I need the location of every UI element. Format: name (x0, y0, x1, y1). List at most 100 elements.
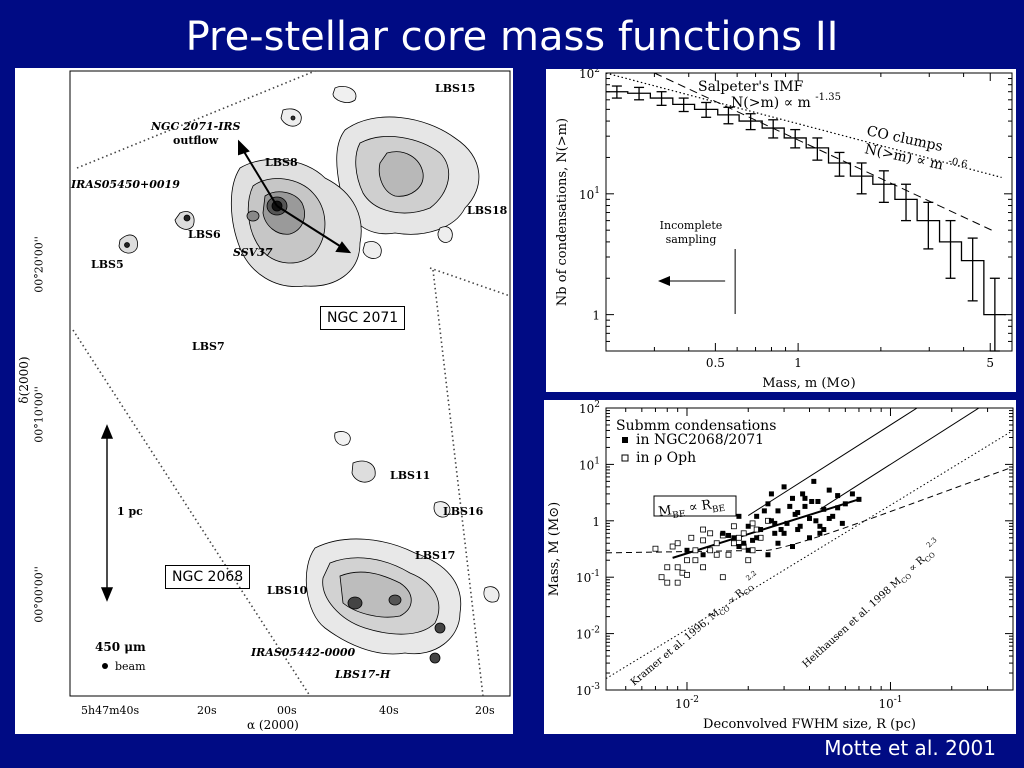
ngc2068-2071-point (789, 495, 795, 501)
rho-oph-point (688, 534, 695, 541)
rho-oph-point (674, 579, 681, 586)
ngc2068-2071-point (842, 501, 848, 507)
rho-oph-point (674, 540, 681, 547)
annotation-iras05450: IRAS05450+0019 (71, 178, 180, 191)
annotation-ngc2071-irs: NGC 2071-IRS (151, 120, 241, 133)
bonnor-ebert-fit-line (672, 498, 860, 559)
rho-oph-point (692, 547, 699, 554)
ngc2068-2071-point (787, 503, 793, 509)
ngc2068-2071-point (800, 491, 806, 497)
mr-y-tick-label-3: 10-1 (576, 569, 600, 585)
ngc2068-2071-point (758, 527, 764, 533)
ra-tick-0: 5h47m40s (81, 704, 140, 717)
dec-axis-label: δ(2000) (17, 356, 31, 404)
legend-title: Submm condensations (616, 418, 776, 434)
coverage-boundary-east (429, 267, 511, 297)
mr-y-tick-label-1: 101 (579, 456, 600, 472)
annotation-ssv37: SSV37 (233, 246, 273, 259)
coverage-boundary-southwest (72, 329, 311, 697)
rho-oph-point (707, 547, 714, 554)
mr-x-tick-label-1: 10-1 (878, 695, 902, 711)
ra-tick-3: 40s (379, 704, 399, 717)
ngc2068-2071-point (809, 498, 815, 504)
imf-x-axis-label: Mass, m (M⊙) (762, 376, 855, 391)
ngc2068-2071-point (826, 487, 832, 493)
mr-x-tick-label-0: 10-2 (675, 695, 699, 711)
imf-x-tick-label-2: 5 (986, 356, 994, 370)
rho-oph-point (725, 551, 732, 558)
outflow-arrows (238, 139, 352, 254)
imf-y-tick-label-2: 1 (592, 309, 600, 323)
incomplete-arrow-head (658, 276, 670, 286)
rho-oph-point (740, 530, 747, 537)
ngc2068-2071-point (792, 511, 798, 517)
ra-axis-label: α (2000) (247, 718, 299, 732)
legend-label-rho-oph: in ρ Oph (636, 450, 696, 466)
rho-oph-point (684, 557, 690, 564)
rho-oph-point (700, 564, 706, 571)
ra-tick-1: 20s (197, 704, 217, 717)
ngc2068-2071-point (781, 530, 787, 536)
ngc2068-2071-point (835, 505, 841, 511)
imf-chart-svg: 0.5 1 5 102 101 1 Mass, m (M⊙) Nb of condensati… (555, 69, 1013, 391)
heithausen-relation-label: Heithausen et al. 1998 MCO ∝ RCO2.3 (797, 536, 945, 672)
ngc2068-2071-point (775, 540, 781, 546)
ngc2068-2071-point (826, 515, 832, 521)
rho-oph-point (692, 557, 699, 564)
mr-x-axis-label: Deconvolved FWHM size, R (pc) (703, 717, 916, 732)
beam-label: beam (115, 660, 146, 673)
ngc2068-emission-contours (305, 431, 500, 664)
rho-oph-point (684, 571, 690, 578)
salpeter-formula: N(>m) ∝ m -1.35 (731, 92, 841, 111)
dust-continuum-map (69, 70, 511, 697)
ngc2068-2071-point (750, 537, 756, 543)
ngc2068-2071-point (811, 478, 817, 484)
dec-tick-2: 00°00'00'' (32, 566, 46, 623)
ngc2068-2071-point (821, 506, 827, 512)
mr-y-tick-label-2: 1 (592, 515, 600, 529)
ngc2068-2071-point (789, 544, 795, 550)
rho-oph-point (664, 579, 671, 586)
source-label-lbs5: LBS5 (91, 258, 124, 271)
source-label-lbs8: LBS8 (265, 156, 298, 169)
ngc2068-2071-point (849, 491, 855, 497)
rho-oph-point (713, 551, 720, 558)
annotation-outflow: outflow (173, 134, 219, 147)
imf-x-tick-label-0: 0.5 (706, 356, 725, 370)
salpeter-label: Salpeter's IMF (698, 79, 804, 95)
source-label-lbs6: LBS6 (188, 228, 221, 241)
rho-oph-point (730, 540, 737, 547)
rho-oph-point (700, 537, 706, 544)
ngc2068-2071-point (726, 532, 732, 538)
ngc2071-emission-contours (118, 85, 480, 287)
ngc2068-2071-point (736, 544, 742, 550)
ngc2068-2071-point (745, 547, 751, 553)
ngc2068-2071-point (754, 535, 760, 541)
mr-y-tick-label-0: 102 (579, 400, 600, 416)
imf-y-tick-label-1: 101 (579, 186, 600, 202)
rho-oph-point (749, 520, 756, 527)
ngc2068-2071-point (765, 552, 771, 558)
mr-lines-group (606, 408, 1013, 680)
mbe-box (653, 495, 737, 517)
beam-marker (102, 663, 108, 669)
ngc2068-2071-point (817, 530, 823, 536)
ngc2068-2071-point (754, 513, 760, 519)
ngc2068-2071-point (700, 552, 706, 558)
ngc2068-2071-point (768, 491, 774, 497)
rho-oph-point (669, 543, 676, 550)
rho-oph-point (713, 540, 720, 547)
ngc2068-2071-point (745, 523, 751, 529)
incomplete-label: Incomplete (660, 219, 723, 232)
rho-oph-point (664, 564, 671, 571)
imf-y-tick-label-0: 102 (579, 69, 600, 81)
imf-y-axis-label: Nb of condensations, N(>m) (555, 118, 570, 306)
rho-oph-point (736, 534, 742, 541)
annotation-iras05442: IRAS05442-0000 (251, 646, 356, 659)
rho-oph-point (658, 574, 665, 581)
ngc2068-2071-point (761, 508, 767, 514)
mr-y-axis-label: Mass, M (M⊙) (547, 502, 562, 596)
cumulative-mass-function-chart: 0.5 1 5 102 101 1 Mass, m (M⊙) Nb of condensati… (546, 69, 1016, 392)
rho-oph-point (674, 564, 681, 571)
ra-tick-2: 00s (277, 704, 297, 717)
